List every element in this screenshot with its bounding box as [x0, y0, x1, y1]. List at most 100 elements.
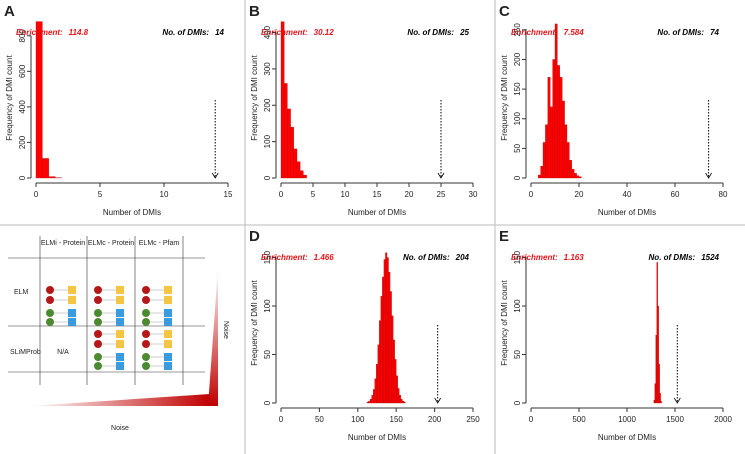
- bar: [550, 106, 553, 179]
- bar: [394, 359, 397, 404]
- bar: [284, 83, 288, 179]
- dmi-count: No. of DMIs: 204: [403, 253, 470, 262]
- y-axis-label: Frequency of DMI count: [250, 280, 259, 366]
- bar: [376, 364, 378, 404]
- dmi-label: No. of DMIs:: [403, 253, 450, 262]
- enrichment-value: 7.584: [564, 28, 585, 37]
- y-axis-label: Frequency of DMI count: [250, 55, 259, 141]
- bar: [383, 259, 386, 404]
- bar: [392, 339, 395, 404]
- bar: [540, 165, 544, 179]
- bar: [554, 23, 558, 179]
- y-tick-label: 0: [263, 400, 272, 405]
- x-axis-label: Number of DMIs: [598, 433, 656, 442]
- x-tick-label: 10: [341, 190, 350, 199]
- y-tick-label: 150: [513, 82, 522, 96]
- bar: [396, 375, 398, 404]
- x-axis-label: Number of DMIs: [103, 208, 161, 217]
- x-tick-label: 5: [311, 190, 316, 199]
- bar: [35, 21, 43, 179]
- bar: [380, 296, 383, 404]
- panel-letter: B: [249, 3, 260, 20]
- bar: [296, 161, 301, 179]
- enrichment-label: Enrichment:: [261, 28, 308, 37]
- dmi-count: No. of DMIs: 74: [657, 28, 719, 37]
- bar: [300, 170, 304, 179]
- bar: [386, 257, 389, 404]
- noise-label: Noise: [222, 321, 229, 339]
- bar: [373, 389, 375, 404]
- enrichment: Enrichment: 1.466: [261, 253, 334, 262]
- bar: [369, 398, 372, 404]
- bar: [391, 315, 394, 404]
- y-axis-label: Frequency of DMI count: [500, 55, 509, 141]
- bar: [659, 393, 661, 404]
- y-tick-label: 200: [513, 52, 522, 66]
- y-tick-label: 0: [263, 175, 272, 180]
- y-axis-label: Frequency of DMI count: [5, 55, 14, 141]
- y-tick-label: 250: [513, 23, 522, 37]
- bar: [657, 305, 659, 404]
- enrichment: Enrichment: 30.12: [261, 28, 334, 37]
- arrow-head: [437, 172, 445, 179]
- bar: [576, 175, 580, 179]
- bar: [280, 21, 285, 179]
- bar: [368, 400, 371, 404]
- x-tick-label: 60: [671, 190, 680, 199]
- y-tick-label: 0: [18, 175, 27, 180]
- arrow-head: [673, 397, 681, 404]
- dmi-label: No. of DMIs:: [162, 28, 209, 37]
- bar: [374, 378, 377, 404]
- column-label: ELMc - Protein: [88, 240, 134, 247]
- bar: [564, 124, 568, 179]
- enrichment-label: Enrichment:: [261, 253, 308, 262]
- bar: [388, 271, 391, 404]
- x-tick-label: 50: [315, 415, 324, 424]
- enrichment-value: 1.163: [564, 253, 585, 262]
- x-tick-label: 40: [623, 190, 632, 199]
- x-axis-label: Number of DMIs: [348, 433, 406, 442]
- bar: [571, 168, 575, 179]
- y-tick-label: 300: [263, 62, 272, 76]
- enrichment: Enrichment: 1.163: [511, 253, 584, 262]
- bar: [574, 173, 577, 179]
- arrow-head: [434, 397, 442, 404]
- y-tick-label: 400: [18, 100, 27, 114]
- bar: [547, 77, 551, 179]
- panel-letter: C: [499, 3, 510, 20]
- dmi-count: No. of DMIs: 14: [162, 28, 224, 37]
- dmi-count: No. of DMIs: 1524: [649, 253, 720, 262]
- enrichment-value: 1.466: [314, 253, 335, 262]
- panel-letter: D: [249, 228, 260, 245]
- x-tick-label: 5: [98, 190, 103, 199]
- row-label: SLiMProb: [10, 349, 41, 356]
- bar: [303, 174, 307, 179]
- y-tick-label: 200: [18, 135, 27, 149]
- bar: [538, 174, 541, 179]
- bar: [658, 364, 660, 404]
- bar: [382, 276, 385, 404]
- x-tick-label: 15: [224, 190, 233, 199]
- dmi-value: 1524: [701, 253, 719, 262]
- bar: [562, 100, 565, 179]
- x-tick-label: 80: [719, 190, 728, 199]
- dmi-label: No. of DMIs:: [649, 253, 696, 262]
- x-tick-label: 30: [469, 190, 478, 199]
- y-tick-label: 0: [513, 175, 522, 180]
- na-label: N/A: [57, 349, 69, 356]
- dmi-count: No. of DMIs: 25: [407, 28, 469, 37]
- bar: [400, 398, 403, 404]
- bar: [366, 401, 369, 404]
- bar: [552, 59, 556, 179]
- y-tick-label: 100: [263, 299, 272, 313]
- bar: [371, 395, 374, 404]
- enrichment-label: Enrichment:: [511, 28, 558, 37]
- bar: [545, 124, 548, 179]
- dmi-value: 204: [455, 253, 470, 262]
- y-tick-label: 600: [18, 64, 27, 78]
- y-tick-label: 400: [263, 25, 272, 39]
- bar: [377, 344, 380, 404]
- x-tick-label: 0: [529, 190, 534, 199]
- x-tick-label: 2000: [714, 415, 732, 424]
